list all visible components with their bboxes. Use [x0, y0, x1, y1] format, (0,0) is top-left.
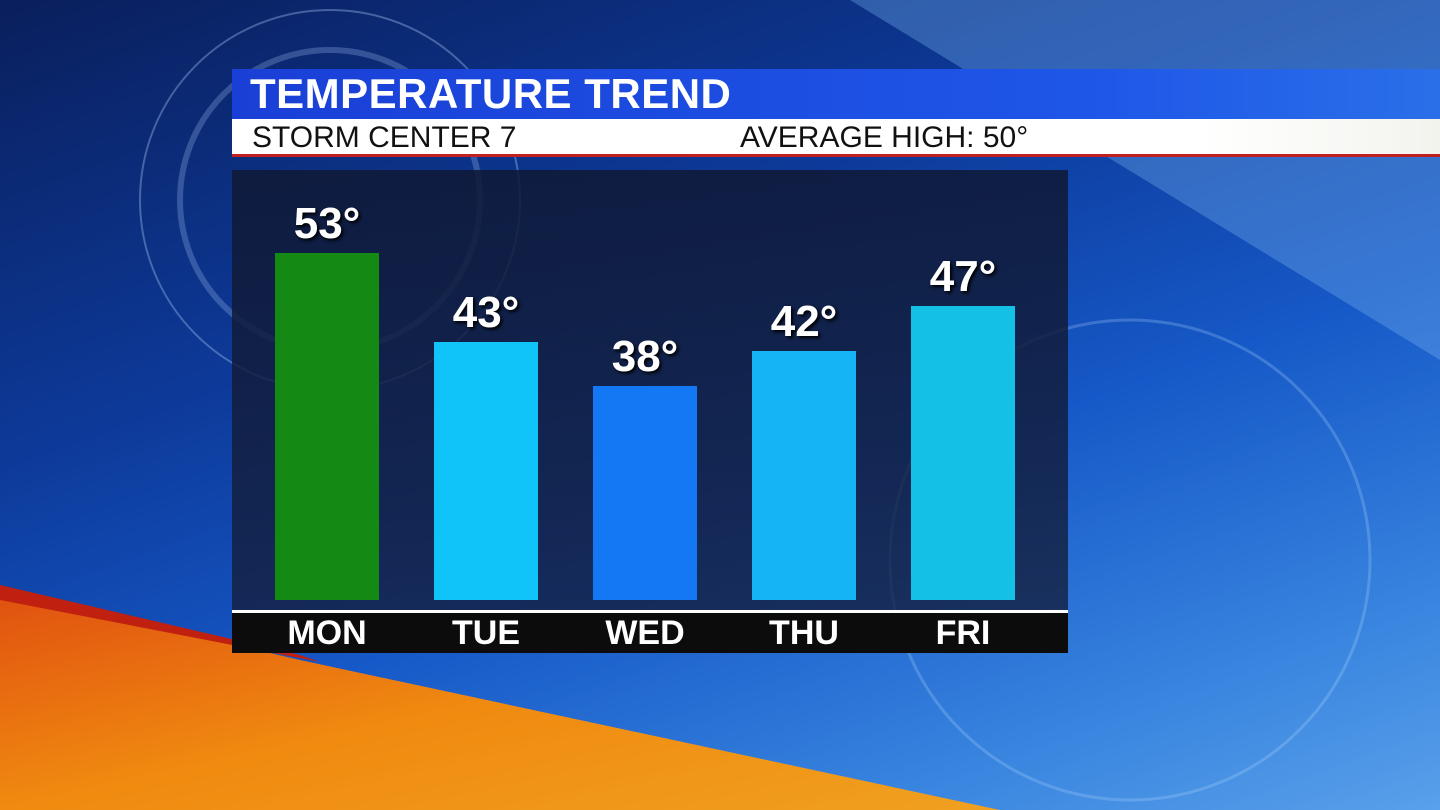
value-label: 42°	[770, 296, 838, 346]
value-label: 47°	[929, 252, 997, 302]
value-label: 38°	[611, 332, 679, 382]
bar-wed	[593, 386, 697, 600]
bar-tue	[434, 341, 538, 600]
day-label-strip	[232, 613, 1068, 653]
bar-thu	[752, 350, 856, 600]
orange-swoosh	[0, 590, 1000, 810]
chart-title: TEMPERATURE TREND	[250, 70, 732, 117]
bar-fri	[911, 306, 1015, 600]
average-high: AVERAGE HIGH: 50°	[740, 121, 1029, 154]
day-label: MON	[287, 614, 367, 652]
day-label: TUE	[452, 614, 520, 652]
value-label: 43°	[452, 287, 520, 337]
value-label: 53°	[293, 198, 361, 248]
day-label: THU	[769, 614, 839, 652]
title-bar	[232, 69, 1440, 119]
bar-mon	[275, 252, 379, 600]
subtitle-bar	[232, 119, 1440, 157]
day-label: FRI	[935, 614, 991, 652]
day-label: WED	[605, 614, 685, 652]
station-name: STORM CENTER 7	[252, 121, 517, 154]
baseline	[232, 610, 1068, 613]
